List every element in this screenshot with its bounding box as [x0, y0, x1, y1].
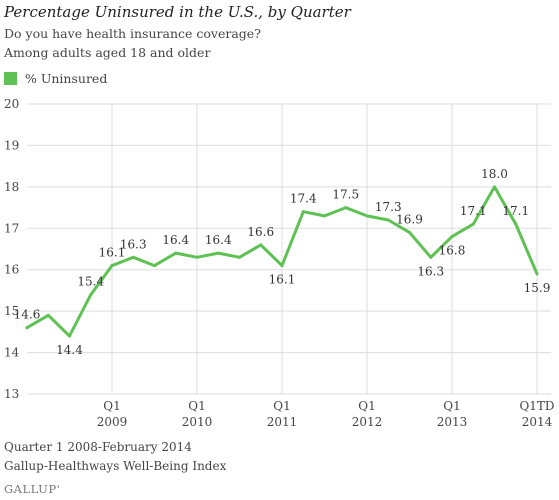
data-point — [46, 313, 50, 317]
data-point — [131, 255, 135, 259]
data-point — [259, 243, 263, 247]
legend: % Uninsured — [4, 70, 107, 86]
x-tick-label: Q1 — [103, 399, 120, 413]
data-label: 16.1 — [269, 273, 296, 287]
x-tick-year-label: 2010 — [182, 415, 213, 429]
y-tick-label: 18 — [4, 180, 19, 194]
line-chart: 13 14 15 16 17 18 19 20 Q1 2009 Q1 2010 Q1 2011 Q1 2012… — [4, 97, 555, 429]
data-point — [301, 210, 305, 214]
data-point — [280, 264, 284, 268]
data-label: 14.4 — [56, 343, 83, 357]
legend-label: % Uninsured — [25, 70, 108, 86]
x-tick-year-label: 2009 — [97, 415, 128, 429]
data-point — [216, 251, 220, 255]
source-note: Gallup-Healthways Well-Being Index — [4, 459, 227, 473]
data-point — [174, 251, 178, 255]
gallup-logo: GALLUP' — [4, 482, 61, 496]
data-point — [514, 222, 518, 226]
date-range-note: Quarter 1 2008-February 2014 — [4, 440, 192, 454]
x-tick-label: Q1TD — [519, 399, 554, 413]
y-tick-label: 17 — [4, 221, 19, 235]
data-label: 16.6 — [247, 225, 274, 239]
data-point — [429, 255, 433, 259]
y-tick-label: 15 — [4, 304, 19, 318]
data-point — [471, 222, 475, 226]
data-label: 17.1 — [460, 204, 487, 218]
data-point — [195, 255, 199, 259]
chart-title: Percentage Uninsured in the U.S., by Qua… — [4, 3, 351, 21]
data-point — [68, 334, 71, 338]
data-label: 17.1 — [502, 204, 529, 218]
data-point — [153, 264, 156, 268]
data-label: 16.3 — [417, 264, 444, 278]
data-label: 14.6 — [14, 308, 41, 322]
data-label: 16.4 — [162, 233, 189, 247]
data-label: 16.8 — [439, 244, 466, 258]
y-tick-label: 13 — [4, 387, 19, 401]
data-point — [408, 230, 411, 234]
x-tick-year-label: 2013 — [437, 415, 468, 429]
data-label: 18.0 — [481, 167, 508, 181]
legend-swatch — [4, 71, 17, 85]
data-point — [89, 293, 93, 297]
data-point — [323, 214, 326, 218]
data-point — [110, 264, 114, 268]
data-label: 16.9 — [396, 212, 423, 226]
x-tick-label: Q1 — [358, 399, 375, 413]
data-point — [238, 255, 241, 259]
data-label: 17.3 — [375, 200, 402, 214]
data-point — [365, 214, 369, 218]
y-tick-label: 14 — [4, 346, 20, 360]
x-tick-label: Q1 — [188, 399, 205, 413]
data-label: 15.9 — [524, 281, 551, 295]
x-tick-label: Q1 — [273, 399, 290, 413]
data-point — [493, 185, 496, 189]
data-point — [386, 218, 390, 222]
y-tick-label: 20 — [4, 97, 19, 111]
data-label: 16.3 — [120, 237, 147, 251]
x-tick-year-label: 2011 — [267, 415, 298, 429]
x-tick-year-label: 2012 — [352, 415, 383, 429]
survey-question: Do you have health insurance coverage? — [4, 26, 261, 41]
data-point — [535, 272, 539, 276]
population-note: Among adults aged 18 and older — [4, 45, 211, 60]
data-point — [25, 326, 29, 330]
data-point — [344, 206, 348, 210]
data-label: 16.4 — [205, 233, 232, 247]
data-label: 17.5 — [332, 188, 359, 202]
y-tick-label: 16 — [4, 263, 19, 277]
data-label: 15.4 — [77, 275, 104, 289]
data-label: 17.4 — [290, 192, 317, 206]
data-point — [450, 235, 454, 239]
x-tick-label: Q1 — [443, 399, 460, 413]
x-tick-year-label: 2014 — [522, 415, 553, 429]
data-label: 16.1 — [99, 246, 126, 260]
y-tick-label: 19 — [4, 138, 19, 152]
